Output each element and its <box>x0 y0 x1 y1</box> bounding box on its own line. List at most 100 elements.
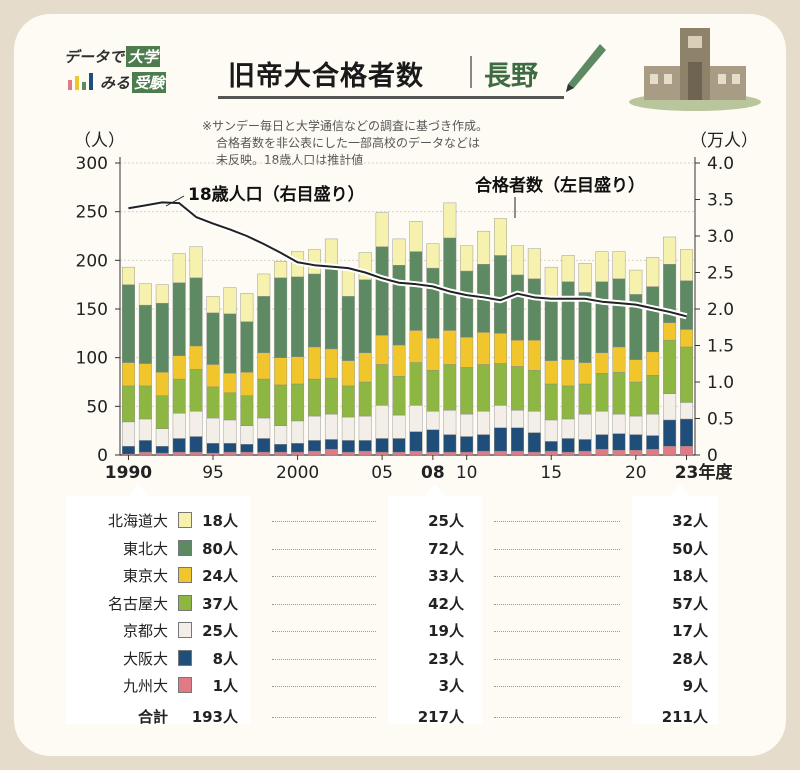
bar-segment <box>409 405 423 432</box>
bar-segment <box>494 333 507 364</box>
bar-segment <box>121 385 135 423</box>
bar-segment <box>172 355 186 380</box>
bar-segment <box>308 378 321 417</box>
bar-segment <box>426 338 440 371</box>
bar-segment <box>612 433 626 451</box>
bar-segment <box>561 451 575 456</box>
right-tick-label: 2.5 <box>707 264 734 284</box>
bar-segment <box>121 446 135 455</box>
bar-segment <box>308 450 321 456</box>
bar-segment <box>291 356 305 385</box>
bar-segment <box>527 339 541 371</box>
source-note: ※サンデー毎日と大学通信などの調査に基づき作成。 合格者数を非公表にした一部高校… <box>202 118 642 169</box>
bar-segment <box>172 378 186 414</box>
bar-segment <box>274 277 288 358</box>
bar-segment <box>189 345 203 370</box>
x-tick-label: 23 <box>675 463 699 483</box>
bar-segment <box>494 255 507 334</box>
bar-segment <box>443 434 457 453</box>
bar-segment <box>663 419 677 447</box>
bar-segment <box>240 395 254 427</box>
bar-segment <box>663 236 677 265</box>
bar-segment <box>189 277 203 347</box>
bar-segment <box>206 443 220 454</box>
bar-segment <box>646 286 660 353</box>
bar-segment <box>155 395 169 429</box>
x-tick-label: 1990 <box>105 463 152 483</box>
bar-segment <box>409 251 423 331</box>
bar-segment <box>257 438 271 453</box>
bar-segment <box>629 415 643 435</box>
bar-segment <box>223 419 237 444</box>
bar-segment <box>392 414 406 439</box>
bar-segment <box>392 438 406 453</box>
bar-segment <box>121 421 135 447</box>
x-tick-label: 05 <box>371 463 393 483</box>
bar-segment <box>460 245 474 272</box>
bar-segment <box>341 416 355 441</box>
bar-segment <box>324 377 338 415</box>
bar-segment <box>426 411 440 430</box>
bar-segment <box>358 415 372 441</box>
region-label: 長野 <box>484 61 538 92</box>
bar-segment <box>155 452 169 456</box>
bar-segment <box>291 383 305 422</box>
logo-text-1: データで <box>64 48 125 66</box>
bar-segment <box>189 436 203 453</box>
bar-segment <box>646 448 660 456</box>
bar-segment <box>460 367 474 415</box>
bar-segment <box>680 418 694 447</box>
bar-segment <box>291 276 305 357</box>
bar-segment <box>612 372 626 415</box>
bar-segment <box>291 443 305 453</box>
bar-segment <box>155 428 169 447</box>
bar-segment <box>409 330 423 363</box>
x-tick-label: 2000 <box>276 463 319 483</box>
bar-segment <box>460 436 474 453</box>
bar-segment <box>578 362 592 385</box>
bar-segment <box>527 278 541 341</box>
x-tick-label: 95 <box>202 463 224 483</box>
bar-segment <box>206 312 220 365</box>
bar-segment <box>663 446 677 456</box>
left-tick-label: 250 <box>76 203 108 223</box>
bar-segment <box>341 385 355 418</box>
note-line: ※サンデー毎日と大学通信などの調査に基づき作成。 <box>202 119 489 133</box>
bar-segment <box>324 348 338 379</box>
left-tick-label: 200 <box>76 251 108 271</box>
bar-segment <box>612 413 626 434</box>
bar-segment <box>544 266 558 297</box>
bar-segment <box>544 450 558 456</box>
bar-segment <box>341 451 355 456</box>
bar-segment <box>680 402 694 420</box>
bar-segment <box>257 378 271 419</box>
bar-segment <box>358 279 372 353</box>
bar-segment <box>477 450 491 456</box>
page-title: 旧帝大合格者数 <box>228 61 424 92</box>
population-line <box>128 201 687 318</box>
bar-segment <box>257 417 271 439</box>
bar-segment <box>206 452 220 456</box>
university-building-icon <box>629 28 761 111</box>
bar-segment <box>629 449 643 456</box>
bar-segment <box>680 249 694 281</box>
annotation-leader <box>165 195 185 207</box>
bar-segment <box>595 281 609 354</box>
right-tick-label: 2.0 <box>707 300 734 320</box>
note-line: 合格者数を非公表にした一部高校のデータなどは <box>216 136 481 150</box>
bar-segment <box>578 263 592 293</box>
bar-segment <box>257 352 271 380</box>
bar-segment <box>291 420 305 444</box>
bar-segment <box>341 440 355 453</box>
bar-segment <box>494 363 507 406</box>
bar-segment <box>375 451 389 456</box>
bar-segment <box>240 293 254 322</box>
bar-segment <box>121 284 135 363</box>
bar-segment <box>138 440 152 453</box>
bar-segment <box>663 339 677 394</box>
bar-segment <box>663 322 677 341</box>
bar-segment <box>341 360 355 387</box>
bar-segment <box>189 369 203 412</box>
bar-segment <box>477 434 491 452</box>
